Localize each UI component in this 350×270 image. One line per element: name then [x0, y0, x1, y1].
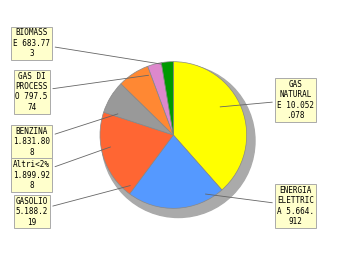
- Ellipse shape: [102, 64, 255, 218]
- Text: BENZINA
1.831.80
8: BENZINA 1.831.80 8: [13, 114, 118, 157]
- Text: GAS DI
PROCESS
O 797.5
74: GAS DI PROCESS O 797.5 74: [15, 72, 149, 112]
- Text: GASOLIO
5.188.2
19: GASOLIO 5.188.2 19: [15, 185, 130, 227]
- Wedge shape: [148, 63, 173, 135]
- Text: GAS
NATURAL
E 10.052
.078: GAS NATURAL E 10.052 .078: [220, 80, 314, 120]
- Wedge shape: [173, 62, 247, 190]
- Text: Altri<2%
1.899.92
8: Altri<2% 1.899.92 8: [13, 147, 111, 190]
- Text: ENERGIA
ELETTRIC
A 5.664.
912: ENERGIA ELETTRIC A 5.664. 912: [205, 186, 314, 226]
- Text: BIOMASS
E 683.77
3: BIOMASS E 683.77 3: [13, 28, 162, 64]
- Wedge shape: [121, 66, 173, 135]
- Wedge shape: [161, 62, 173, 135]
- Wedge shape: [100, 112, 173, 194]
- Wedge shape: [130, 135, 222, 208]
- Wedge shape: [104, 84, 173, 135]
